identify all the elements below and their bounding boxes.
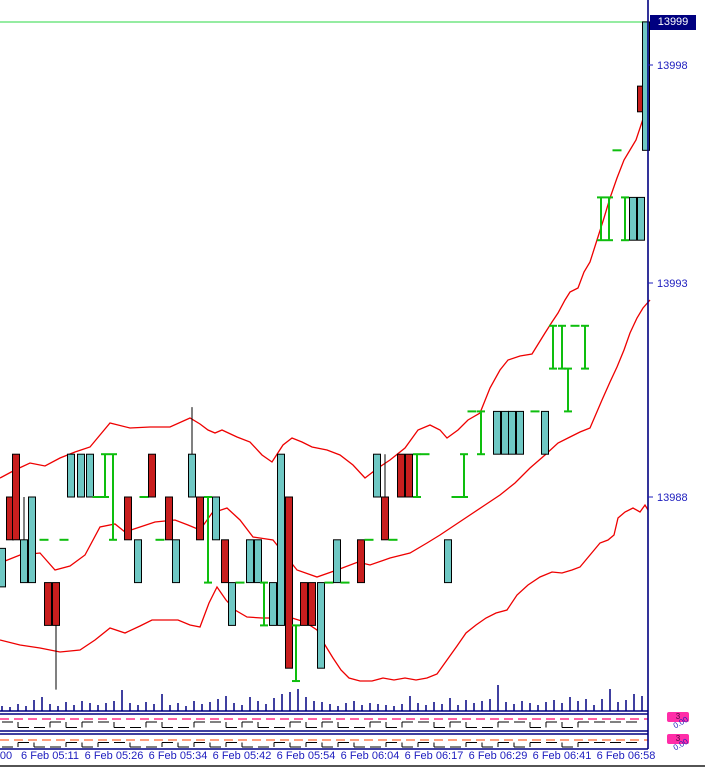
candle-up [254,539,262,584]
candle-down [44,582,52,626]
bollinger-lower-line [0,503,649,682]
candle-up [172,539,180,584]
candle-up [28,496,36,584]
bollinger-middle-line [0,299,651,578]
candle-down [300,582,308,626]
candle-up [541,410,549,455]
time-axis-label[interactable]: 6 Feb 06:58 [597,750,656,762]
time-axis-label[interactable]: 6 Feb 06:17 [405,750,464,762]
price-axis-label: 13993 [657,278,688,290]
candle-down [196,496,204,541]
candle-down [285,496,293,669]
indicator-panes-layer [0,710,705,767]
candle-down [357,539,365,584]
candle-down [308,582,316,626]
candle-up [212,496,220,541]
candle-up [77,453,85,498]
time-axis-label[interactable]: 6 Feb 05:54 [277,750,336,762]
candle-up [637,196,645,241]
time-axis-label[interactable]: 6 Feb 05:42 [213,750,272,762]
candle-up [444,539,452,584]
axes-layer[interactable]: 13998 13993 13988 00 6 Feb 05:11 6 Feb 05:26 6… [0,0,688,762]
candle-down [12,453,20,541]
candle-down [165,496,173,541]
candle-up [516,410,524,455]
candle-down [405,453,413,498]
candle-up [20,539,28,584]
candle-up [629,196,637,241]
candle-up [333,539,341,584]
candle-down [124,496,132,541]
candle-up [317,582,325,669]
candle-up [246,539,254,584]
candle-up [508,410,516,455]
indicator1-value-badge: 3 [667,712,689,722]
time-axis-label[interactable]: 6 Feb 06:29 [469,750,528,762]
candle-up [228,582,236,626]
price-axis-label: 13998 [657,60,688,72]
time-axis-label[interactable]: 00 [0,750,12,762]
candle-up [373,453,381,498]
candle-up [134,539,142,584]
candle-up [277,453,285,626]
candle-up [269,582,277,626]
time-axis-label[interactable]: 6 Feb 06:04 [341,750,400,762]
time-axis-label[interactable]: 6 Feb 05:26 [85,750,144,762]
candle-down [148,453,156,498]
candle-down [52,582,60,626]
candle-up [493,410,501,455]
bollinger-upper-line [0,102,649,479]
candle-down [381,496,389,541]
candle-down [397,453,405,498]
candles-layer [0,21,650,690]
time-axis-label[interactable]: 6 Feb 05:11 [21,750,79,762]
candle-down [221,539,229,584]
time-axis-label[interactable]: 6 Feb 05:34 [149,750,208,762]
time-axis-label[interactable]: 6 Feb 06:41 [533,750,592,762]
candle-up [188,453,196,498]
volume-layer [1,685,643,711]
price-axis-label: 13988 [657,492,688,504]
current-price-badge: 13999 [650,15,696,30]
candle-up [0,547,6,588]
candle-up [67,453,75,498]
indicator2-value-badge: 3 [667,734,689,744]
candle-up [501,410,509,455]
candle-up [86,453,94,498]
candle-up [642,21,650,151]
